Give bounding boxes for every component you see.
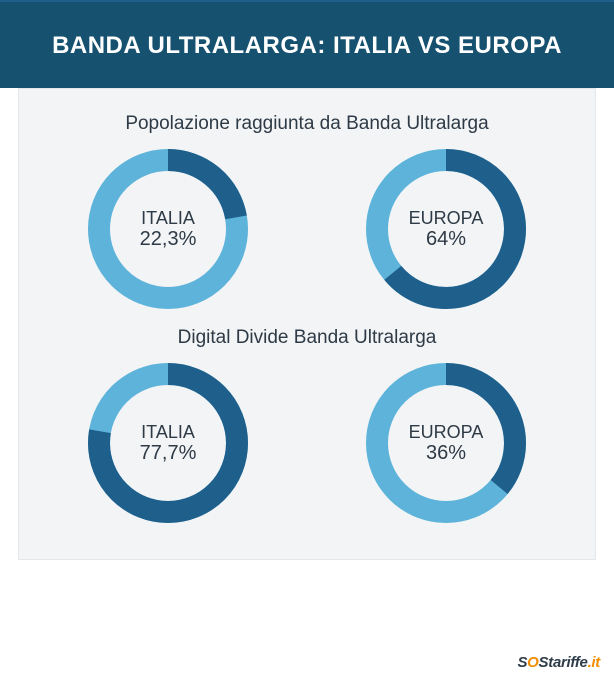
section-title: Popolazione raggiunta da Banda Ultralarg… [29, 113, 585, 135]
donut-row: ITALIA77,7% EUROPA36% [29, 363, 585, 523]
donut-label: EUROPA36% [366, 363, 526, 523]
donut-region-label: ITALIA [141, 422, 195, 442]
donut-label: ITALIA77,7% [88, 363, 248, 523]
donut-europa-coverage: EUROPA64% [366, 149, 526, 309]
donut-region-label: ITALIA [141, 208, 195, 228]
donut-label: EUROPA64% [366, 149, 526, 309]
donut-region-label: EUROPA [409, 208, 484, 228]
infographic-header: BANDA ULTRALARGA: ITALIA VS EUROPA [0, 2, 614, 88]
content-panel: Popolazione raggiunta da Banda Ultralarg… [18, 88, 596, 560]
logo-part-mid: Stariffe [539, 654, 588, 671]
donut-value-label: 22,3% [140, 228, 197, 250]
section-1: Digital Divide Banda Ultralarga ITALIA77… [29, 327, 585, 523]
footer-logo: SOStariffe.it [517, 654, 600, 671]
logo-part-o: O [527, 654, 538, 671]
donut-value-label: 36% [426, 442, 466, 464]
donut-label: ITALIA22,3% [88, 149, 248, 309]
donut-value-label: 64% [426, 228, 466, 250]
donut-region-label: EUROPA [409, 422, 484, 442]
section-0: Popolazione raggiunta da Banda Ultralarg… [29, 113, 585, 309]
donut-italia-divide: ITALIA77,7% [88, 363, 248, 523]
header-title: BANDA ULTRALARGA: ITALIA VS EUROPA [52, 32, 562, 59]
section-title: Digital Divide Banda Ultralarga [29, 327, 585, 349]
donut-italia-coverage: ITALIA22,3% [88, 149, 248, 309]
logo-part-s: S [517, 654, 527, 671]
donut-europa-divide: EUROPA36% [366, 363, 526, 523]
donut-row: ITALIA22,3% EUROPA64% [29, 149, 585, 309]
logo-part-suffix: .it [588, 654, 600, 671]
donut-value-label: 77,7% [140, 442, 197, 464]
